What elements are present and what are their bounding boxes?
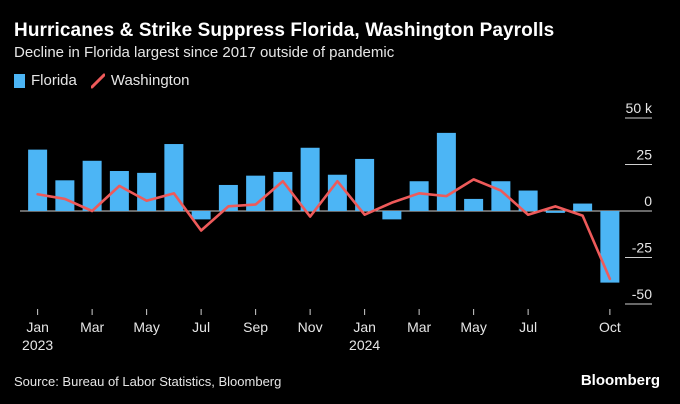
x-tick-year-label: 2024	[349, 337, 380, 353]
x-tick-label: Jan	[26, 319, 49, 335]
chart-title: Hurricanes & Strike Suppress Florida, Wa…	[14, 20, 555, 41]
x-tick-label: Sep	[243, 319, 268, 335]
bar-florida	[327, 174, 347, 211]
line-washington	[36, 178, 612, 281]
x-tick-label: Mar	[407, 319, 431, 335]
y-tick-label: 50 k	[626, 100, 653, 116]
x-tick-label: Jul	[192, 319, 210, 335]
bar-florida	[300, 147, 320, 211]
bar-florida	[409, 181, 429, 211]
bar-florida	[137, 172, 157, 211]
bar-florida	[382, 211, 402, 220]
legend-swatch-florida	[14, 73, 25, 88]
x-tick-label: May	[460, 319, 486, 335]
x-tick-label: Nov	[298, 319, 323, 335]
y-tick-label: 0	[644, 193, 652, 209]
bar-florida	[355, 158, 375, 211]
bloomberg-logo: Bloomberg	[580, 372, 660, 389]
chart-subtitle: Decline in Florida largest since 2017 ou…	[14, 44, 395, 61]
x-tick-label: Oct	[599, 319, 621, 335]
x-tick-label: Jul	[519, 319, 537, 335]
legend-label-florida: Florida	[31, 72, 77, 89]
x-tick-label: Jan	[353, 319, 376, 335]
legend-label-washington: Washington	[110, 72, 190, 89]
y-tick-label: 25	[636, 147, 652, 163]
bar-florida	[545, 211, 565, 213]
bar-florida	[600, 211, 620, 283]
bar-florida	[464, 198, 484, 211]
x-tick-year-label: 2023	[22, 337, 53, 353]
legend-swatch-washington	[90, 73, 105, 88]
bar-florida	[246, 175, 266, 211]
x-tick-label: May	[133, 319, 159, 335]
bar-florida	[273, 171, 293, 211]
chart-legend: Florida Washington	[14, 72, 204, 89]
x-tick-label: Mar	[80, 319, 104, 335]
bar-florida	[218, 184, 238, 211]
source-note: Source: Bureau of Labor Statistics, Bloo…	[14, 374, 282, 389]
bar-florida	[573, 203, 593, 211]
bar-florida	[82, 160, 102, 211]
y-tick-label: -25	[632, 240, 652, 256]
bar-florida	[191, 211, 211, 220]
bar-florida	[109, 171, 129, 211]
bar-florida	[436, 132, 456, 211]
y-tick-label: -50	[632, 286, 652, 302]
bar-florida	[518, 190, 538, 211]
legend-item-washington: Washington	[90, 72, 190, 89]
legend-item-florida: Florida	[14, 72, 77, 89]
bar-florida	[28, 149, 48, 211]
bar-florida	[55, 180, 75, 211]
